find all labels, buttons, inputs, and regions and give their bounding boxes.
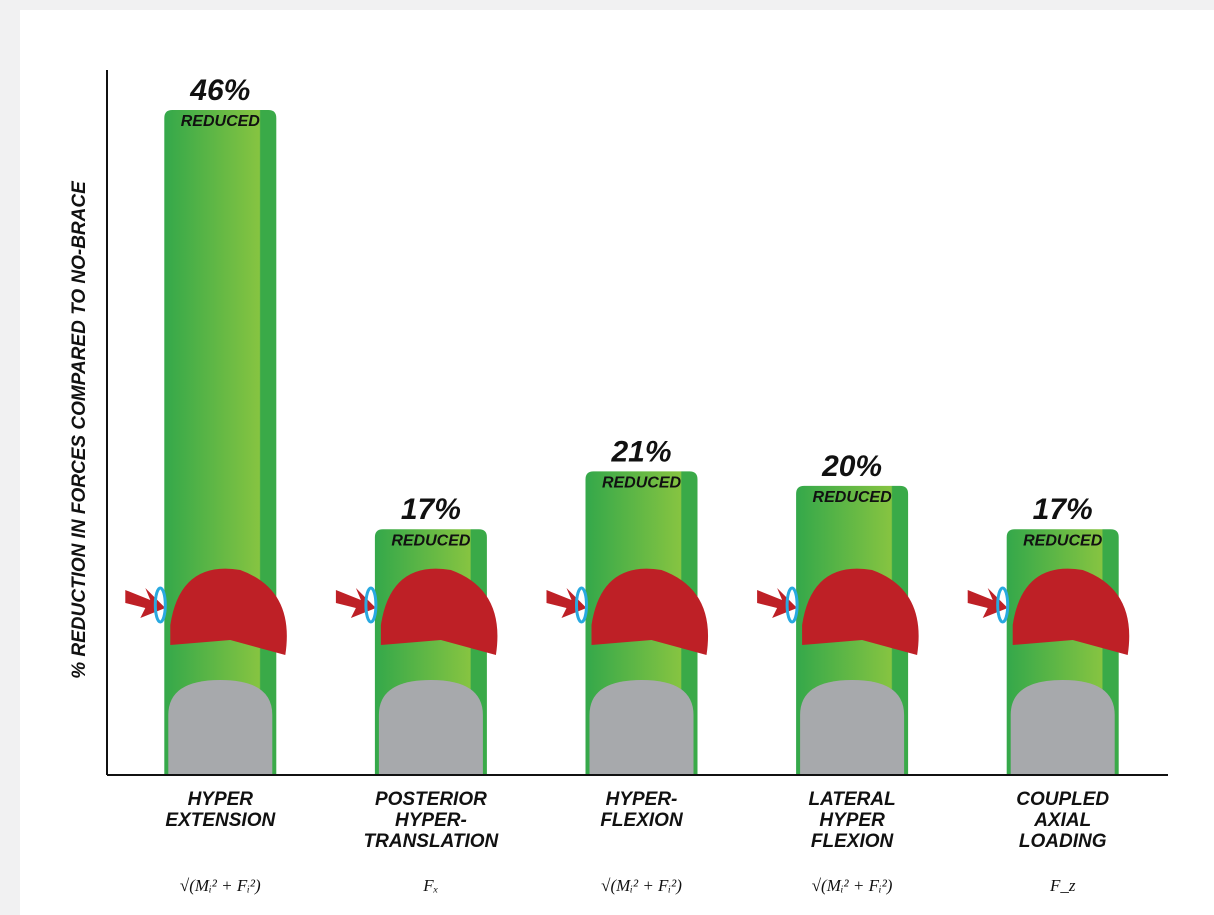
sub-label: REDUCED — [181, 113, 261, 130]
x-tick-label: AXIAL — [1033, 810, 1091, 831]
value-label: 17% — [1033, 493, 1093, 526]
illustration-body — [1011, 680, 1115, 775]
illustration-body — [590, 680, 694, 775]
value-label: 46% — [189, 74, 250, 107]
x-tick-label: HYPER — [188, 789, 254, 810]
illustration-body — [379, 680, 483, 775]
sub-label: REDUCED — [1023, 532, 1103, 549]
sub-label: REDUCED — [602, 475, 682, 492]
formula: √(Mᵢ² + Fᵢ²) — [601, 876, 682, 895]
value-label: 17% — [401, 493, 461, 526]
sub-label: REDUCED — [813, 489, 893, 506]
value-label: 20% — [821, 450, 882, 483]
x-tick-label: FLEXION — [811, 831, 895, 852]
x-tick-label: COUPLED — [1016, 789, 1109, 810]
chart: % REDUCTION IN FORCES COMPARED TO NO-BRA… — [0, 0, 1214, 915]
x-tick-label: LOADING — [1019, 831, 1107, 852]
formula: √(Mᵢ² + Fᵢ²) — [812, 876, 893, 895]
x-tick-label: HYPER- — [395, 810, 467, 831]
illustration-body — [800, 680, 904, 775]
x-tick-label: FLEXION — [600, 810, 684, 831]
x-tick-label: TRANSLATION — [364, 831, 500, 852]
illustration-body — [168, 680, 272, 775]
formula: F_z — [1049, 876, 1076, 895]
bar — [164, 110, 276, 775]
y-axis-label: % REDUCTION IN FORCES COMPARED TO NO-BRA… — [69, 180, 90, 679]
x-tick-label: EXTENSION — [165, 810, 276, 831]
x-tick-label: HYPER- — [606, 789, 678, 810]
x-tick-label: HYPER — [819, 810, 885, 831]
formula: √(Mᵢ² + Fᵢ²) — [180, 876, 261, 895]
x-tick-label: LATERAL — [808, 789, 895, 810]
x-tick-label: POSTERIOR — [375, 789, 487, 810]
formula: Fₓ — [422, 876, 438, 895]
value-label: 21% — [610, 435, 671, 468]
sub-label: REDUCED — [391, 532, 471, 549]
